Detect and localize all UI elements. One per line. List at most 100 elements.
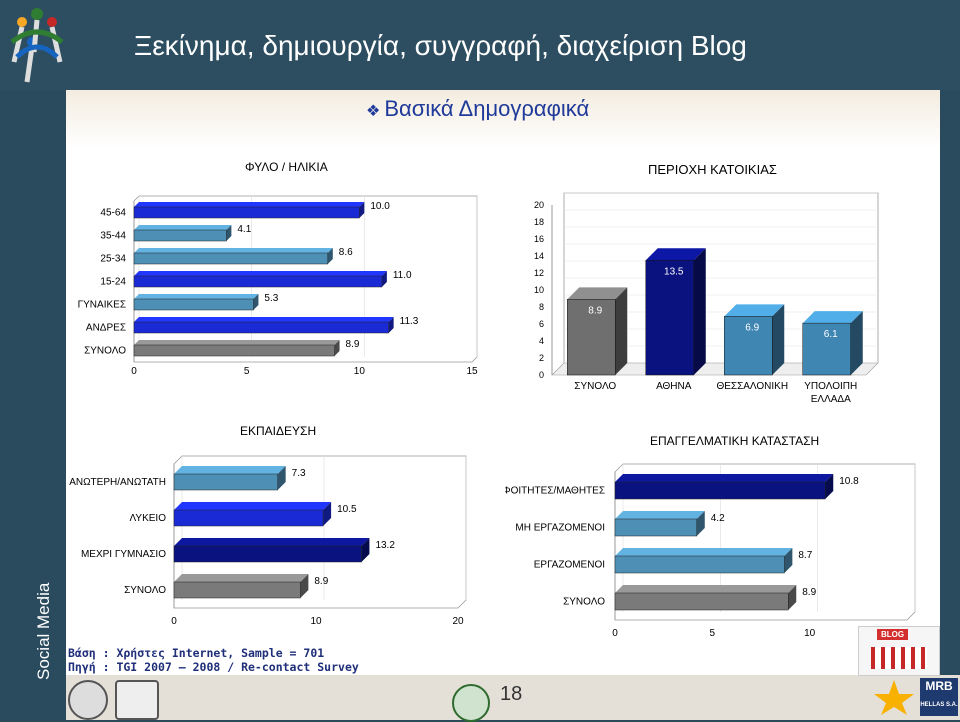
bar-side [327,248,333,264]
category-label: 25-34 [100,254,126,265]
page-title: Ξεκίνημα, δημιουργία, συγγραφή, διαχείρι… [134,30,747,61]
bar [802,322,851,376]
category-label: ΘΕΣΣΑΛΟΝΙΚΗ [716,381,788,392]
right-strip [940,90,960,675]
y-tick-label: 12 [534,268,544,278]
bottom-bar [66,675,960,720]
data-label: 8.9 [346,339,360,350]
x-tick-label: 10 [804,628,816,639]
x-tick-label: 5 [710,628,716,639]
bar-side [253,294,259,310]
data-label: 10.8 [839,476,859,487]
bar [133,298,254,311]
bar [133,321,389,334]
crowd-figures-icon [871,647,927,669]
y-tick-label: 6 [539,319,544,329]
bar-side [772,304,785,375]
bar [133,229,227,242]
bar [173,545,362,563]
data-label: 4.2 [711,513,725,524]
footer-base-note: Βάση : Χρήστες Internet, Sample = 701 [68,646,325,660]
data-label: 8.9 [802,587,816,598]
institute-seal-icon [452,684,490,722]
category-label: ΦΟΙΤΗΤΕΣ/ΜΑΘΗΤΕΣ [505,486,605,497]
x-tick-label: 0 [171,616,177,627]
header-bar [0,0,960,90]
bar-top [174,574,309,582]
x-tick-label: 10 [310,616,322,627]
category-label: 35-44 [100,231,126,242]
bar-top [615,548,793,556]
y-tick-label: 16 [534,234,544,244]
bar [133,206,360,219]
bar-top [134,340,340,345]
bar-top [174,502,332,510]
y-tick-label: 4 [539,336,544,346]
bar [133,344,335,357]
bar-top [645,248,706,261]
bar [614,481,826,500]
bar-top [174,538,370,546]
x-tick-label: 0 [131,366,137,377]
chart-title-employment: ΕΠΑΓΓΕΛΜΑΤΙΚΗ ΚΑΤΑΣΤΑΣΗ [650,434,820,448]
bar-side [615,287,628,375]
bar-side [850,311,863,375]
category-label: ΣΥΝΟΛΟ [124,585,166,596]
data-label: 6.1 [824,329,838,340]
category-label: ΑΘΗΝΑ [656,381,692,392]
bar-side [361,538,370,562]
data-label: 8.7 [798,550,812,561]
bar [645,260,694,376]
bar-side [359,202,365,218]
x-tick-label: 5 [244,366,250,377]
category-label: ΛΥΚΕΙΟ [129,513,166,524]
page-number: 18 [500,683,523,705]
category-label: ΥΠΟΛΟΙΠΗ [804,381,857,392]
bar [133,252,329,265]
sidebar-label: Social Media [34,582,53,680]
section-subtitle: ❖ Βασικά Δημογραφικά [366,96,589,122]
data-label: 5.3 [264,293,278,304]
bar-side [388,317,394,333]
data-label: 11.3 [400,316,419,327]
bar-top [134,294,259,299]
bar [614,518,698,537]
bar-side [788,585,797,610]
bar-top [134,202,365,207]
sidebar-strip [0,90,66,720]
bar [173,509,324,527]
data-label: 10.0 [370,201,390,212]
blog-illustration-icon: BLOG [858,626,940,676]
y-tick-label: 10 [534,285,544,295]
x-tick-label: 10 [354,366,366,377]
data-label: 11.0 [393,270,412,281]
mrb-logo-icon: MRB HELLAS S.A. [920,678,958,716]
y-tick-label: 14 [534,251,544,261]
chart-region: 0 2 4 6 8 10 12 14 16 18 20 8.9 ΣΥΝΟΛΟ 13.5 ΑΘΗΝΑ 6.9 ΘΕ… [534,192,879,405]
data-label: 13.2 [375,540,395,551]
category-label: ΜΕΧΡΙ ΓΥΜΝΑΣΙΟ [81,549,166,560]
data-label: 6.9 [745,322,759,333]
subtitle-text: Βασικά Δημογραφικά [384,96,590,121]
tgi-logo-icon [872,678,917,716]
bar-top [134,248,333,253]
x-tick-label: 15 [466,366,478,377]
bar-side [381,271,387,287]
bar-side [226,225,232,241]
y-tick-label: 2 [539,353,544,363]
footer-source-note: Πηγή : TGI 2007 – 2008 / Re-contact Surv… [68,660,359,674]
bar [724,316,773,376]
blog-badge-icon: BLOG [877,629,909,640]
category-label: ΣΥΝΟΛΟ [574,381,616,392]
data-label: 8.9 [314,576,328,587]
bar-top [174,466,286,474]
bar [173,473,278,491]
y-tick-label: 20 [534,200,544,210]
data-label: 8.6 [339,247,353,258]
people-logo-icon [10,8,64,83]
bar-top [615,511,705,519]
x-tick-label: 20 [452,616,464,627]
category-label: ΣΥΝΟΛΟ [84,346,126,357]
bar-top [134,317,394,322]
bar-top [724,304,785,317]
